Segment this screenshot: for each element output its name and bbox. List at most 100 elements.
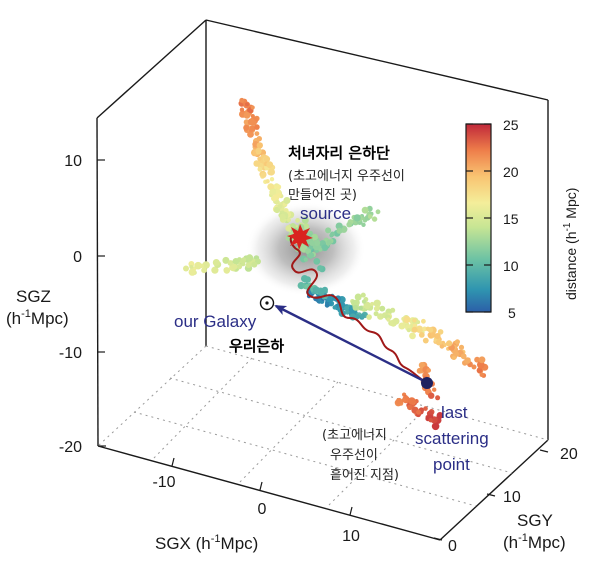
distance-colorbar: 25 20 15 10 5 distance (h-1 Mpc) xyxy=(465,117,579,321)
galaxy-point xyxy=(361,206,369,214)
galaxy-point xyxy=(255,147,262,154)
galaxy-point xyxy=(313,258,321,265)
sgz-tick-label: -20 xyxy=(59,439,82,456)
colorbar-tick-label: 10 xyxy=(503,258,519,274)
galaxy-point xyxy=(361,299,367,304)
galaxy-point xyxy=(223,267,231,274)
galaxy-point xyxy=(367,214,373,219)
galaxy-point xyxy=(403,315,411,324)
galaxy-point xyxy=(301,216,309,224)
galaxy-point xyxy=(412,318,417,323)
galaxy-point xyxy=(361,222,366,227)
galaxy-point xyxy=(303,223,310,230)
galaxy-point xyxy=(250,120,257,126)
box-edge xyxy=(97,445,441,541)
galaxy-point xyxy=(345,310,350,315)
sgx-tick-label: 10 xyxy=(342,528,360,545)
galaxy-point xyxy=(332,305,337,310)
galaxy-point xyxy=(188,268,196,276)
galaxy-point xyxy=(239,97,245,103)
source-star-icon xyxy=(287,224,313,250)
galaxy-point xyxy=(355,314,361,320)
galaxy-point xyxy=(265,179,270,184)
galaxy-point xyxy=(243,111,251,119)
galaxy-point xyxy=(254,124,260,130)
sgx-tick xyxy=(171,457,175,467)
galaxy-point xyxy=(329,233,334,238)
grid-line xyxy=(133,411,477,507)
galaxy-point xyxy=(428,418,433,423)
galaxy-point xyxy=(309,240,315,246)
galaxy-point xyxy=(407,404,413,411)
sgx-title: SGX (h-1Mpc) xyxy=(155,533,258,553)
galaxy-point xyxy=(232,258,240,265)
galaxy-point xyxy=(194,261,202,270)
galaxy-point xyxy=(241,257,247,263)
colorbar-title: distance (h-1 Mpc) xyxy=(562,188,579,300)
galaxy-point xyxy=(418,332,425,338)
colorbar-tick-label: 15 xyxy=(503,211,519,227)
galaxy-point xyxy=(435,339,442,346)
galaxy-point xyxy=(373,306,379,312)
galaxy-point xyxy=(254,131,260,137)
galaxy-point xyxy=(290,223,296,229)
galaxy-point xyxy=(418,362,425,369)
our-galaxy-label: our Galaxy xyxy=(174,312,257,331)
galaxy-point xyxy=(363,301,371,310)
galaxy-point xyxy=(371,216,378,222)
sgz-title-line2: (h-1Mpc) xyxy=(6,308,69,328)
galaxy-point xyxy=(245,262,252,268)
sgx-tick xyxy=(349,506,353,516)
galaxy-point xyxy=(247,131,254,138)
sgz-title-line1: SGZ xyxy=(16,287,51,306)
galaxy-point xyxy=(266,161,274,169)
galaxy-point xyxy=(458,344,465,350)
galaxy-point xyxy=(324,303,330,308)
galaxy-point xyxy=(257,156,262,161)
galaxy-point xyxy=(188,261,195,267)
galaxy-point xyxy=(422,337,429,344)
source-label: source xyxy=(300,204,351,223)
galaxy-point xyxy=(263,156,271,163)
galaxy-point xyxy=(436,412,444,419)
galaxy-point xyxy=(416,409,421,415)
last-scattering-point-marker xyxy=(421,377,433,389)
galaxy-point xyxy=(401,398,406,403)
galaxy-point xyxy=(353,214,361,222)
galaxy-point xyxy=(326,239,332,246)
galaxy-point xyxy=(415,325,424,333)
sgx-ticks: -10 0 10 xyxy=(152,457,360,545)
sgz-tick-label: -10 xyxy=(59,345,82,362)
galaxy-point xyxy=(428,392,435,399)
galaxy-point xyxy=(256,142,263,149)
sgy-title-line2: (h-1Mpc) xyxy=(503,532,566,552)
box-edge xyxy=(439,439,549,541)
galaxy-point xyxy=(304,276,312,283)
galaxy-point xyxy=(279,213,286,221)
galaxy-point xyxy=(446,340,453,347)
sgy-tick xyxy=(433,537,443,541)
galaxy-point xyxy=(326,296,332,303)
galaxy-point xyxy=(236,263,243,270)
galaxy-point xyxy=(425,326,431,332)
galaxy-point xyxy=(272,194,280,202)
galaxy-point xyxy=(295,218,300,223)
galaxy-point xyxy=(437,329,444,335)
galaxy-point xyxy=(251,261,258,268)
galaxy-point xyxy=(432,387,437,392)
galaxy-point xyxy=(245,102,249,107)
sgy-tick xyxy=(486,493,496,497)
galaxy-point xyxy=(409,332,416,340)
galaxy-point xyxy=(257,166,263,172)
galaxy-point xyxy=(325,227,332,234)
galaxy-point xyxy=(435,395,441,401)
colorbar-tick-label: 5 xyxy=(508,305,516,321)
galaxy-point xyxy=(250,105,255,110)
galaxy-point xyxy=(430,332,437,338)
galaxy-point xyxy=(358,305,363,311)
galaxy-point xyxy=(411,326,418,333)
colorbar-tick-label: 20 xyxy=(503,164,519,180)
sgy-tick-label: 0 xyxy=(448,538,457,555)
galaxy-point xyxy=(439,344,445,349)
galaxy-point xyxy=(313,286,320,294)
